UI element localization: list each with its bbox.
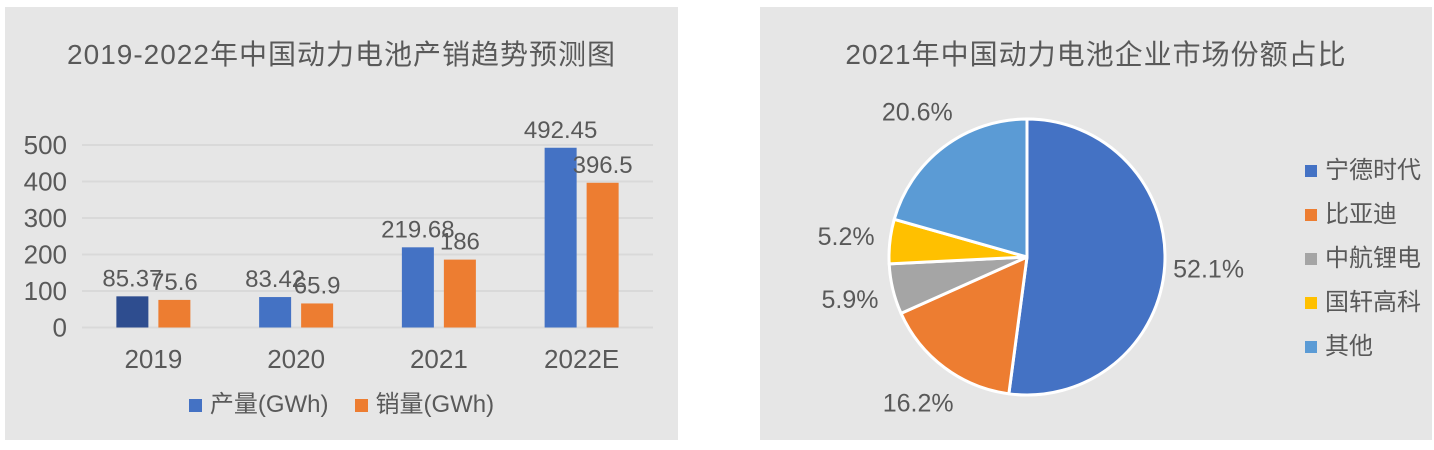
pie-slice	[1007, 117, 1167, 397]
legend-swatch-icon	[188, 398, 202, 412]
y-axis-tick-label: 100	[24, 276, 67, 306]
legend-label: 中航锂电	[1325, 245, 1421, 272]
bar-chart: 0 100 200 300 400 500 85.37 83.42 219.68 492.45 75…	[24, 117, 653, 374]
bar	[443, 259, 476, 328]
bar-value-label: 396.5	[573, 152, 633, 179]
legend-item: 宁德时代	[1305, 159, 1421, 183]
pie-percent-label: 20.6%	[882, 99, 953, 127]
pie-percent-label: 5.2%	[818, 223, 875, 251]
bar-value-label: 186	[440, 229, 480, 256]
y-axis-tick-label: 200	[24, 240, 67, 270]
pie-slice	[892, 117, 1029, 259]
legend-label: 比亚迪	[1325, 201, 1397, 228]
bar	[158, 299, 191, 328]
legend-label: 销量(GWh)	[375, 391, 495, 418]
legend-item: 国轩高科	[1305, 291, 1421, 315]
bar	[544, 147, 577, 328]
legend-swatch-icon	[354, 398, 368, 412]
pie-percent-label: 52.1%	[1173, 256, 1244, 284]
bar-chart-panel: 2019-2022年中国动力电池产销趋势预测图 0 100 200 300 400 500…	[5, 7, 678, 440]
bar-value-label: 492.45	[524, 117, 597, 144]
category-label: 2019	[124, 344, 182, 374]
pie-chart: 52.1% 16.2% 5.9% 5.2% 20.6%	[818, 99, 1244, 418]
bar	[116, 296, 149, 328]
pie-chart-legend: 宁德时代比亚迪中航锂电国轩高科其他	[1305, 159, 1421, 359]
legend-swatch-icon	[1305, 165, 1317, 177]
legend-label: 其他	[1325, 333, 1373, 360]
pie-percent-label: 16.2%	[883, 390, 954, 418]
pie-slice	[899, 255, 1029, 396]
category-label: 2022E	[544, 344, 619, 374]
pie-percent-label: 5.9%	[822, 286, 879, 314]
legend-swatch-icon	[1305, 209, 1317, 221]
pie-chart-title: 2021年中国动力电池企业市场份额占比	[845, 39, 1347, 70]
bar-chart-legend: 产量(GWh) 销量(GWh)	[5, 393, 678, 417]
legend-swatch-icon	[1305, 341, 1317, 353]
y-axis-tick-label: 300	[24, 203, 67, 233]
legend-swatch-icon	[1305, 297, 1317, 309]
bar	[301, 303, 334, 328]
bar-chart-title: 2019-2022年中国动力电池产销趋势预测图	[67, 39, 616, 70]
legend-item: 其他	[1305, 335, 1421, 359]
y-axis-tick-label: 0	[53, 313, 67, 343]
bar-value-label: 65.9	[294, 272, 341, 299]
legend-item: 产量(GWh)	[188, 391, 329, 418]
bar	[586, 182, 619, 328]
category-label: 2020	[267, 344, 325, 374]
bar	[259, 297, 292, 328]
pie-chart-panel: 2021年中国动力电池企业市场份额占比 52.1% 16.2% 5.9% 5.2% 20…	[760, 7, 1432, 440]
y-axis-tick-label: 400	[24, 167, 67, 197]
legend-item: 销量(GWh)	[354, 391, 495, 418]
legend-item: 中航锂电	[1305, 247, 1421, 271]
bar-value-label: 219.68	[381, 216, 454, 243]
legend-item: 比亚迪	[1305, 203, 1421, 227]
legend-label: 宁德时代	[1325, 157, 1421, 184]
legend-swatch-icon	[1305, 253, 1317, 265]
y-axis-tick-label: 500	[24, 130, 67, 160]
bar	[401, 247, 434, 328]
legend-label: 国轩高科	[1325, 289, 1421, 316]
bar-value-label: 83.42	[245, 266, 305, 293]
category-label: 2021	[410, 344, 468, 374]
bar-value-label: 85.37	[102, 265, 162, 292]
legend-label: 产量(GWh)	[209, 391, 329, 418]
bar-value-label: 75.6	[151, 269, 198, 296]
